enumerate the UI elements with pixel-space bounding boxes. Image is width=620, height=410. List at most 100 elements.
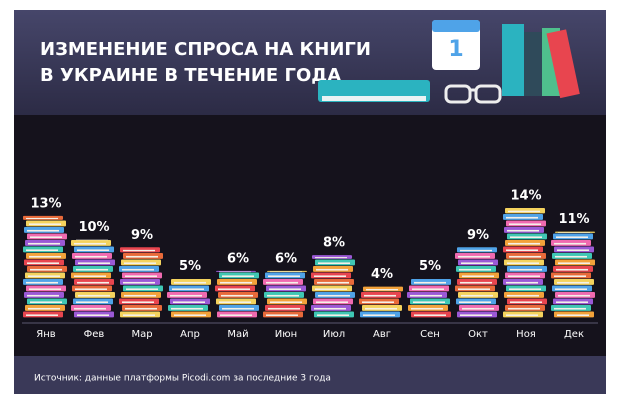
book-pages: [122, 301, 154, 304]
value-label: 9%: [131, 228, 153, 243]
book-pages: [27, 229, 59, 232]
book-pages: [413, 301, 445, 304]
book-pages: [78, 262, 110, 265]
book-pages: [460, 281, 492, 284]
book-pages: [123, 314, 155, 317]
value-label: 6%: [227, 251, 249, 266]
book-pages: [220, 314, 252, 317]
book-pages: [508, 307, 540, 310]
book-pages: [411, 307, 443, 310]
book-pages: [314, 275, 346, 278]
book-pages: [28, 307, 60, 310]
book-pages: [558, 294, 590, 297]
book-pages: [507, 262, 539, 265]
x-tick-label: Мар: [131, 329, 152, 340]
book-stack: [23, 215, 67, 318]
book-pages: [28, 275, 60, 278]
x-tick-label: Ноя: [516, 329, 536, 340]
book-pages: [317, 314, 349, 317]
book-pages: [78, 294, 110, 297]
book-pages: [125, 307, 157, 310]
x-tick-label: Июн: [275, 329, 297, 340]
book-pages: [557, 249, 589, 252]
book-pages: [508, 210, 540, 213]
book-pages: [510, 268, 542, 271]
book-pages: [366, 289, 398, 291]
book-pages: [555, 255, 587, 258]
book-pages: [220, 281, 252, 284]
value-label: 9%: [467, 228, 489, 243]
book-pages: [315, 288, 347, 291]
book-pages: [414, 314, 446, 317]
book-pages: [318, 262, 350, 265]
book-pages: [461, 262, 493, 265]
value-label: 4%: [371, 267, 393, 282]
book-pages: [506, 314, 538, 317]
book-pages: [558, 232, 590, 233]
book-pages: [170, 294, 202, 297]
book-pages: [222, 307, 254, 310]
book-pages: [410, 294, 442, 297]
book-pages: [507, 294, 539, 297]
x-tick-label: Окт: [468, 329, 488, 340]
book-pages: [267, 294, 299, 297]
value-label: 5%: [419, 259, 441, 274]
book-pages: [363, 314, 395, 317]
book-pages: [126, 255, 158, 258]
value-label: 11%: [558, 212, 589, 227]
book-pages: [554, 275, 586, 278]
book-pages: [506, 281, 538, 284]
book-stack: [551, 231, 595, 318]
book-pages: [266, 314, 298, 317]
book-pages: [554, 307, 586, 310]
book-pages: [77, 249, 109, 252]
book-pages: [29, 255, 61, 258]
book-pages: [365, 307, 397, 310]
book-pages: [26, 314, 58, 317]
book-pages: [414, 281, 446, 284]
book-pages: [556, 236, 588, 239]
book-pages: [75, 288, 107, 291]
book-stack: [215, 270, 259, 318]
book-pages: [461, 294, 493, 297]
book-pages: [125, 275, 157, 278]
book-pages: [508, 242, 540, 245]
book-pages: [30, 236, 62, 239]
book-pages: [557, 281, 589, 284]
book-stack: [455, 247, 499, 318]
decor-books-upright: [502, 24, 580, 99]
book-pages: [29, 223, 61, 226]
book-pages: [75, 255, 107, 258]
book-pages: [362, 301, 394, 304]
book-pages: [218, 288, 250, 291]
x-tick-label: Фев: [84, 329, 105, 340]
book-pages: [219, 301, 251, 304]
book-pages: [30, 268, 62, 271]
book-pages: [29, 288, 61, 291]
book: [312, 255, 352, 259]
book-pages: [460, 314, 492, 317]
book-pages: [27, 262, 59, 265]
book: [457, 247, 497, 253]
book-pages: [458, 255, 490, 258]
book-pages: [316, 301, 348, 304]
book-pages: [126, 288, 158, 291]
value-label: 8%: [323, 236, 345, 251]
book-stack: [263, 270, 307, 318]
book-stack: [119, 247, 163, 318]
book: [363, 286, 403, 292]
book-pages: [30, 301, 62, 304]
book-pages: [74, 275, 106, 278]
book-pages: [462, 275, 494, 278]
book-pages: [510, 236, 542, 239]
book-pages: [558, 262, 590, 265]
book-pages: [509, 288, 541, 291]
book-pages: [27, 294, 59, 297]
book-pages: [412, 288, 444, 291]
book-pages: [26, 249, 58, 252]
book-pages: [268, 307, 300, 310]
book-pages: [76, 301, 108, 304]
book-pages: [174, 314, 206, 317]
book-pages: [172, 288, 204, 291]
